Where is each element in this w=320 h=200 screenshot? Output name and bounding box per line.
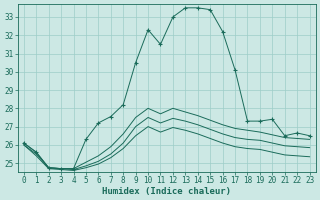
X-axis label: Humidex (Indice chaleur): Humidex (Indice chaleur) [102, 187, 231, 196]
